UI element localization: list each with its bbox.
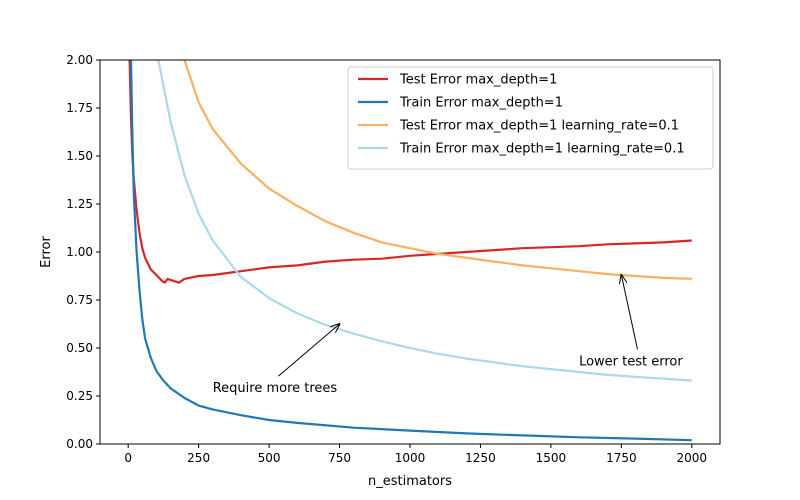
x-tick-label: 500 — [258, 451, 281, 465]
annotation-arrow-1 — [621, 275, 638, 350]
legend-label-0: Test Error max_depth=1 — [399, 73, 557, 88]
x-tick-label: 2000 — [677, 451, 708, 465]
y-tick-label: 1.75 — [66, 101, 93, 115]
x-tick-label: 1750 — [606, 451, 637, 465]
series-line-2 — [183, 60, 692, 280]
y-tick-label: 1.25 — [66, 197, 93, 211]
x-tick-label: 250 — [187, 451, 210, 465]
y-tick-label: 0.50 — [66, 341, 93, 355]
y-tick-label: 0.00 — [66, 437, 93, 451]
ticks-layer: 0 250 500 750 1000 1250 1500 1750 2000 0.00 0.25 0.… — [66, 53, 707, 465]
series-line-1 — [129, 60, 692, 442]
legend-label-2: Test Error max_depth=1 learning_rate=0.1 — [399, 119, 679, 134]
x-tick-label: 1250 — [465, 451, 496, 465]
annotation-layer: Require more trees Lower test error — [213, 275, 683, 396]
x-tick-label: 0 — [124, 451, 132, 465]
y-tick-label: 1.50 — [66, 149, 93, 163]
y-tick-label: 2.00 — [66, 53, 93, 67]
x-tick-label: 750 — [328, 451, 351, 465]
x-tick-label: 1500 — [536, 451, 567, 465]
annotation-text-1: Lower test error — [579, 354, 683, 369]
annotation-arrow-0 — [278, 324, 339, 377]
x-axis-label: n_estimators — [368, 474, 452, 489]
legend-label-1: Train Error max_depth=1 — [399, 96, 563, 111]
y-tick-label: 0.75 — [66, 293, 93, 307]
legend: Test Error max_depth=1 Train Error max_de… — [347, 66, 714, 170]
y-tick-label: 0.25 — [66, 389, 93, 403]
y-axis-label: Error — [39, 236, 54, 268]
legend-box — [347, 66, 714, 170]
series-line-3 — [157, 60, 692, 382]
x-tick-label: 1000 — [395, 451, 426, 465]
series-layer — [128, 60, 692, 442]
series-line-0 — [128, 60, 692, 284]
y-tick-label: 1.00 — [66, 245, 93, 259]
legend-label-3: Train Error max_depth=1 learning_rate=0.… — [399, 142, 685, 157]
annotation-text-0: Require more trees — [213, 381, 338, 396]
